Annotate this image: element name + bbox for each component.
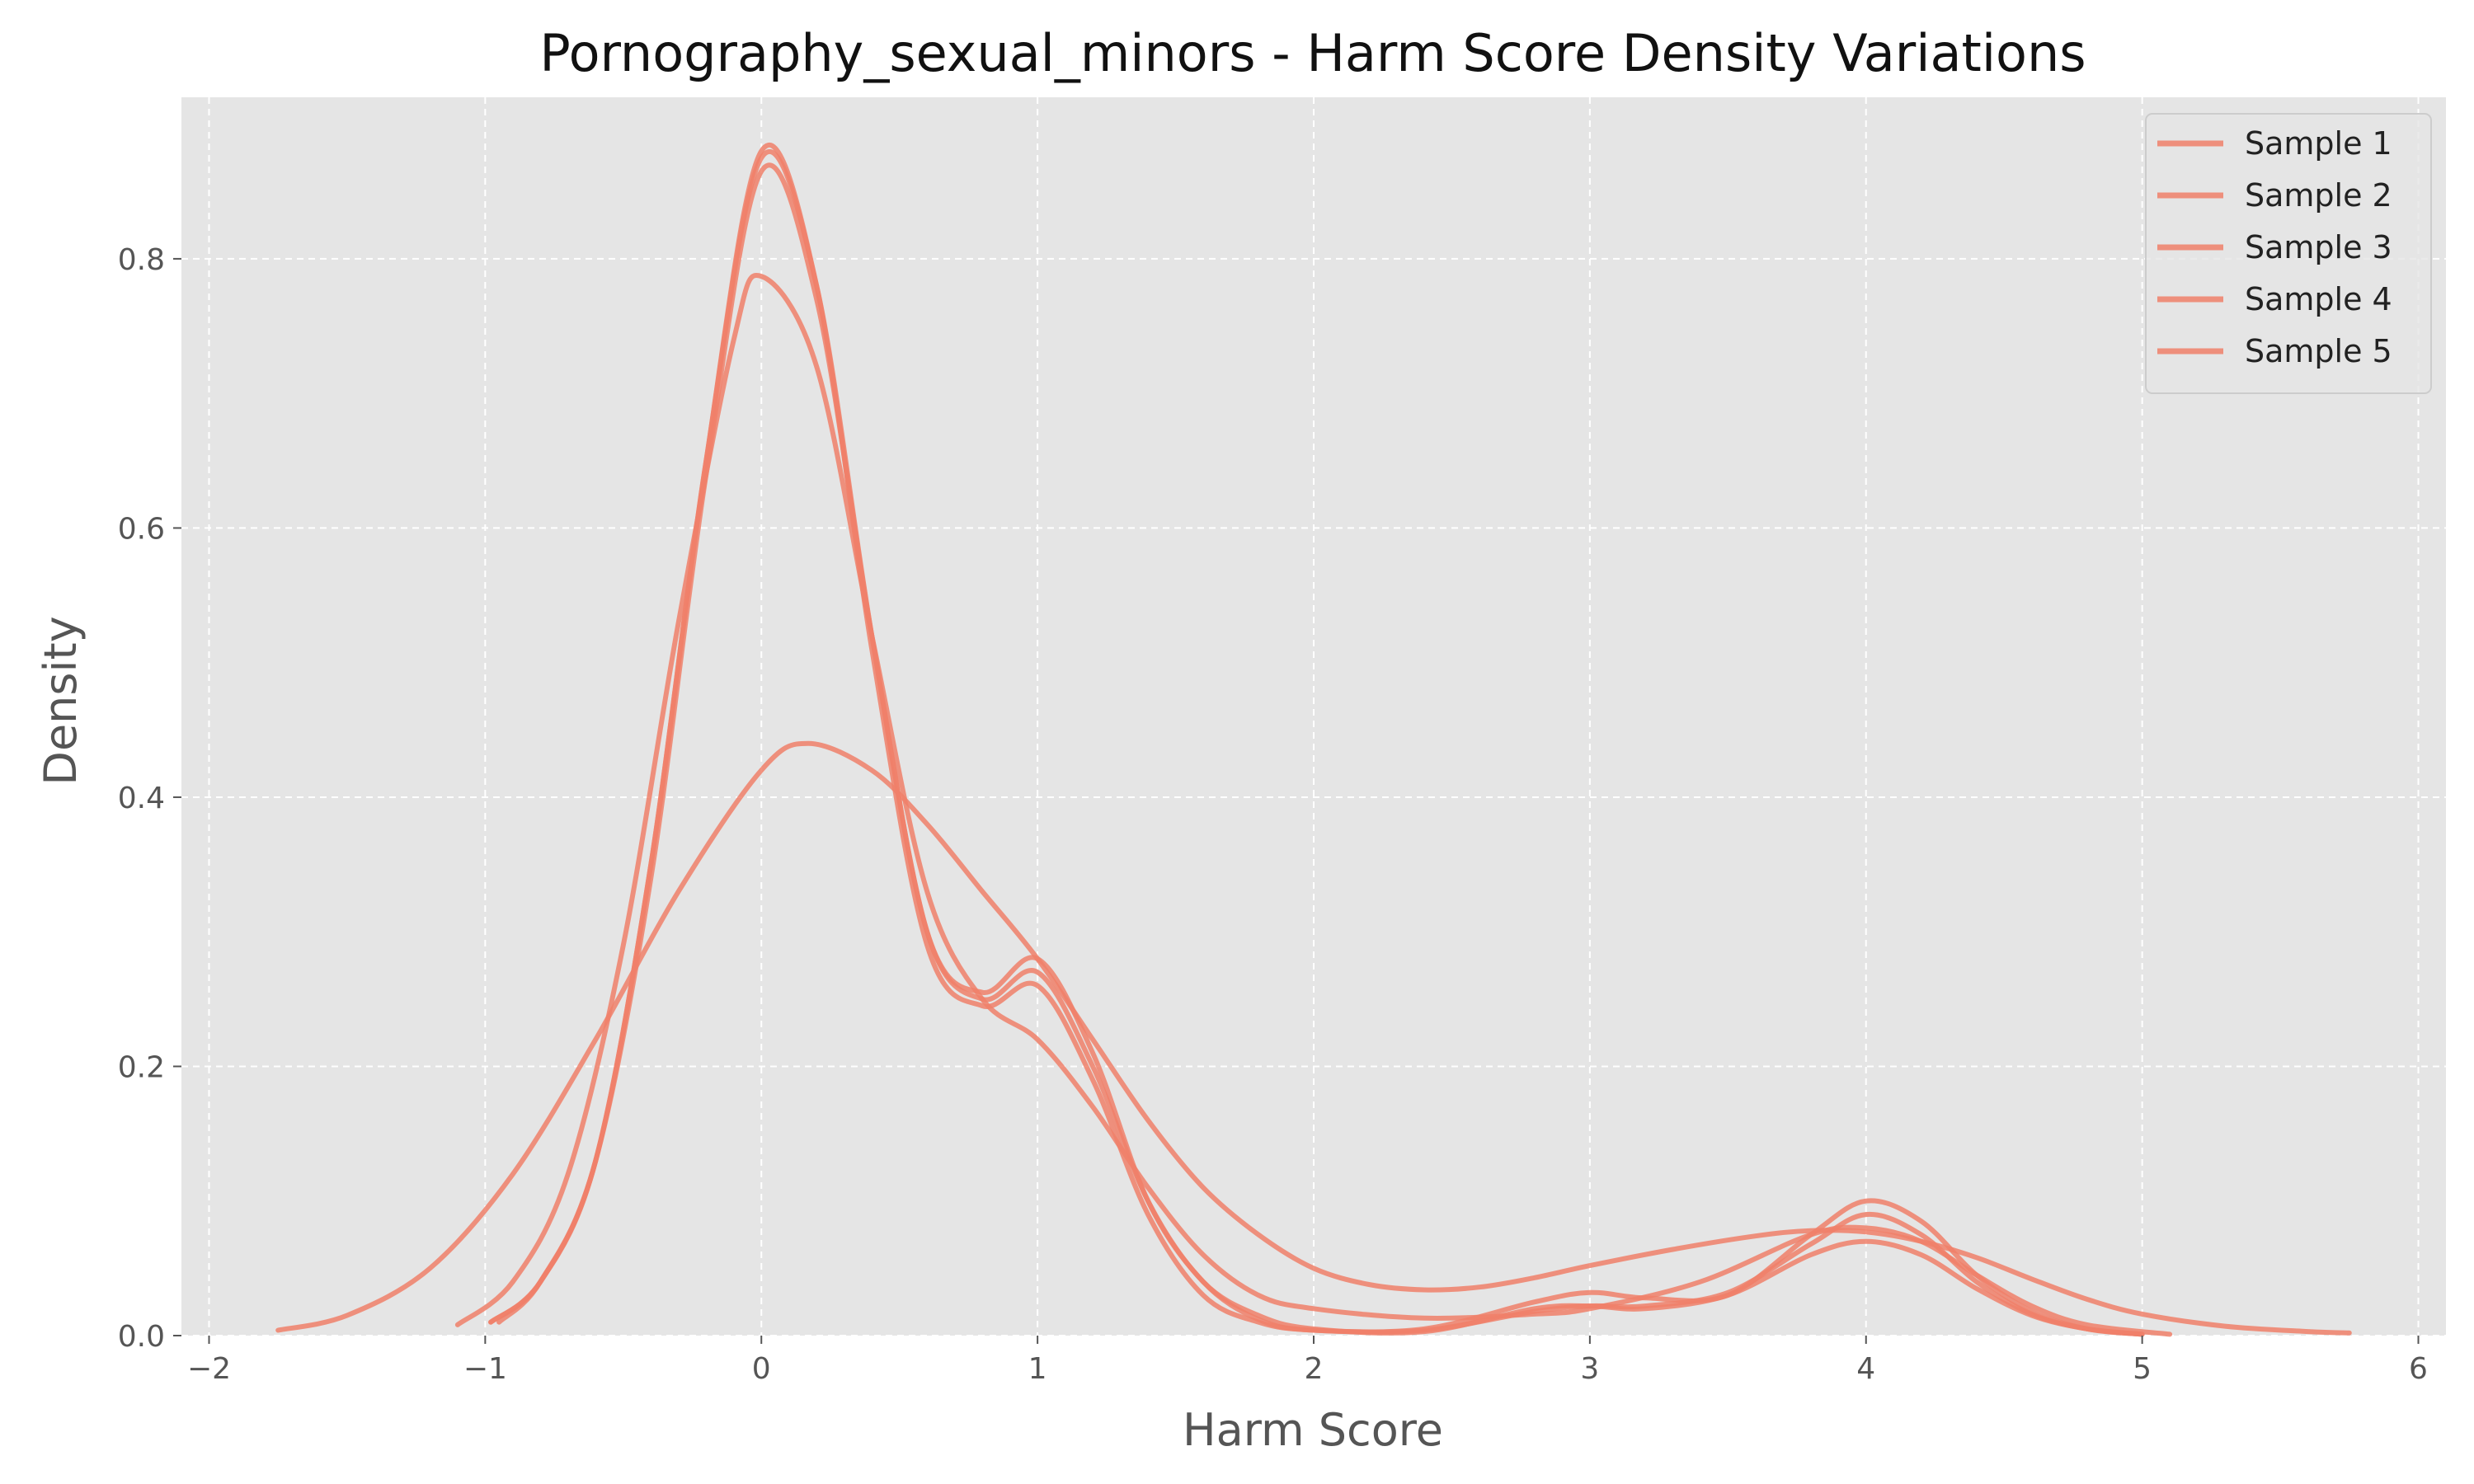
- y-tick-label: 0.6: [118, 512, 165, 546]
- legend-box: [2145, 113, 2432, 394]
- y-tick-label: 0.2: [118, 1050, 165, 1084]
- legend-label: Sample 4: [2245, 281, 2392, 317]
- x-tick-label: 6: [2409, 1352, 2428, 1386]
- x-axis-label: Harm Score: [1183, 1404, 1443, 1456]
- y-tick-label: 0.0: [118, 1320, 165, 1354]
- x-tick-label: 2: [1305, 1352, 1324, 1386]
- x-tick-label: 0: [752, 1352, 771, 1386]
- grid: [181, 97, 2446, 1336]
- series-line-sample-4: [496, 143, 2145, 1337]
- x-tick-label: −1: [463, 1352, 507, 1386]
- x-tick-label: 1: [1028, 1352, 1047, 1386]
- legend-label: Sample 1: [2245, 125, 2392, 162]
- legend: Sample 1 Sample 2 Sample 3 Sample 4 Sample 5: [2145, 113, 2432, 394]
- series-lines: [275, 143, 2352, 1337]
- legend-label: Sample 3: [2245, 229, 2392, 265]
- legend-label: Sample 2: [2245, 177, 2392, 214]
- axes: −2 −1 0 1 2 3 4 5 6 0.0 0.2 0.4 0.6 0.8: [118, 243, 2428, 1386]
- x-tick-label: −2: [187, 1352, 231, 1386]
- x-tick-label: 3: [1580, 1352, 1599, 1386]
- x-tick-label: 4: [1856, 1352, 1875, 1386]
- y-axis-label: Density: [35, 616, 87, 785]
- y-tick-label: 0.4: [118, 782, 165, 815]
- chart-title: Pornography_sexual_minors - Harm Score D…: [539, 23, 2086, 83]
- series-line-sample-5: [275, 740, 2352, 1336]
- legend-label: Sample 5: [2245, 333, 2392, 369]
- y-tick-label: 0.8: [118, 243, 165, 277]
- x-tick-label: 5: [2133, 1352, 2152, 1386]
